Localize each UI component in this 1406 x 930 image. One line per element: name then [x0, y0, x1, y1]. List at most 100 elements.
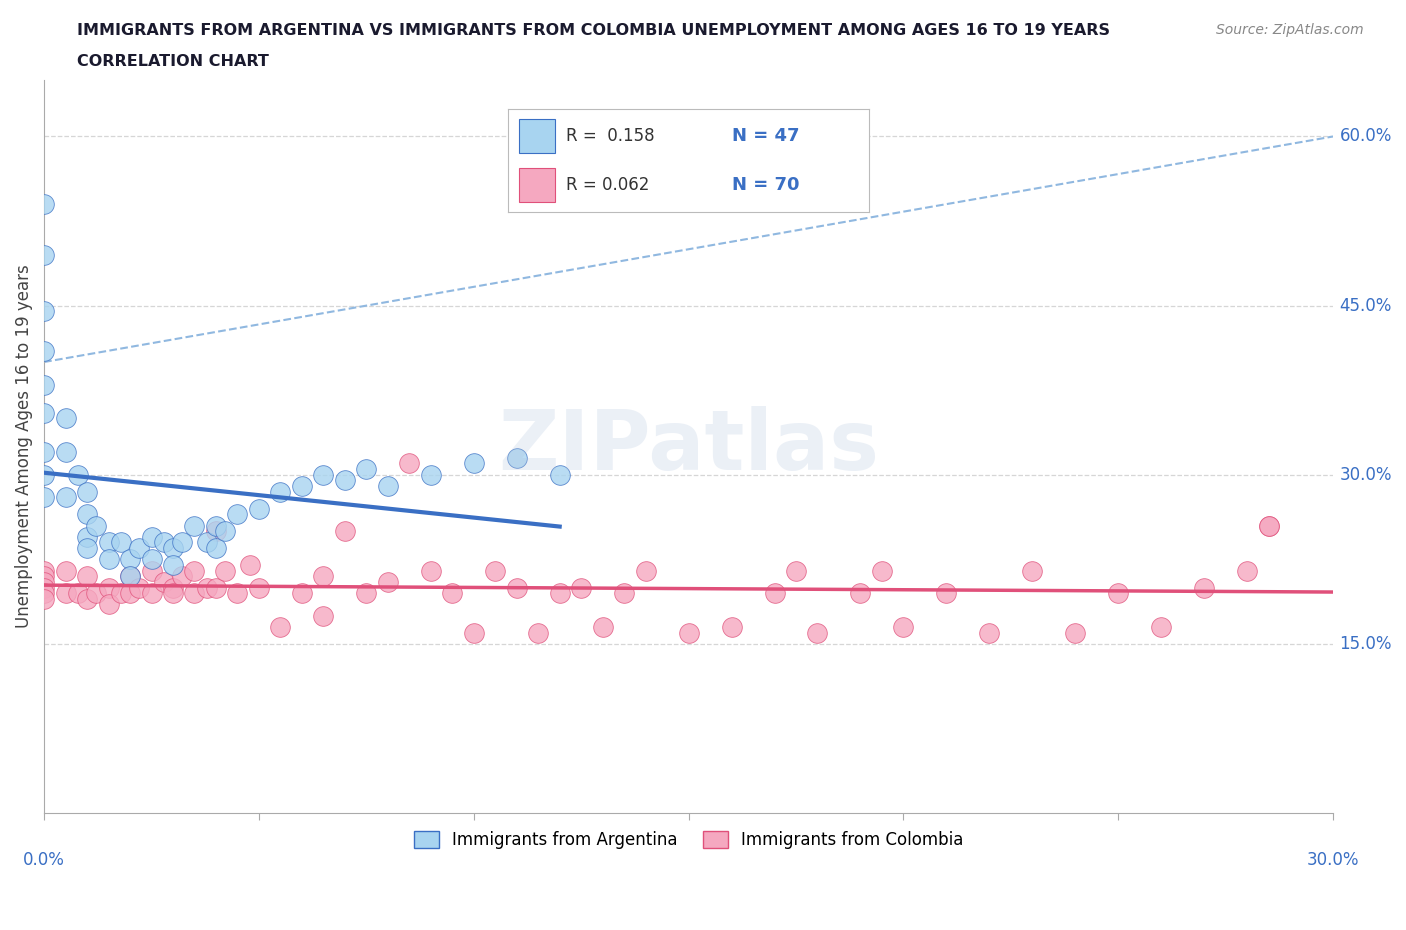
Point	[32, 343, 55, 358]
Point	[678, 625, 700, 640]
Point	[935, 586, 957, 601]
Point	[32, 586, 55, 601]
Point	[76, 540, 98, 555]
Point	[76, 507, 98, 522]
Point	[205, 518, 228, 533]
Point	[32, 197, 55, 212]
Point	[32, 591, 55, 606]
Point	[312, 569, 335, 584]
Point	[97, 535, 120, 550]
Point	[548, 467, 571, 482]
Point	[162, 557, 184, 572]
Point	[32, 569, 55, 584]
Point	[634, 564, 657, 578]
Point	[32, 580, 55, 595]
Point	[312, 467, 335, 482]
Point	[110, 535, 132, 550]
Point	[162, 580, 184, 595]
Point	[1192, 580, 1215, 595]
Point	[269, 485, 291, 499]
Point	[1064, 625, 1087, 640]
Point	[55, 411, 77, 426]
Point	[67, 586, 90, 601]
Point	[1236, 564, 1258, 578]
Point	[32, 377, 55, 392]
Point	[333, 524, 356, 538]
Point	[214, 564, 236, 578]
Point	[183, 586, 205, 601]
Text: CORRELATION CHART: CORRELATION CHART	[77, 54, 269, 69]
Text: 15.0%: 15.0%	[1340, 635, 1392, 653]
Point	[356, 461, 378, 476]
Point	[506, 580, 529, 595]
Point	[1150, 619, 1173, 634]
Point	[76, 485, 98, 499]
Point	[463, 625, 485, 640]
Text: ZIPatlas: ZIPatlas	[498, 406, 879, 487]
Point	[356, 586, 378, 601]
Text: 60.0%: 60.0%	[1340, 127, 1392, 145]
Point	[153, 575, 176, 590]
Point	[484, 564, 506, 578]
Point	[141, 529, 163, 544]
Point	[419, 564, 441, 578]
Point	[55, 586, 77, 601]
Point	[84, 518, 107, 533]
Point	[1107, 586, 1129, 601]
Point	[141, 564, 163, 578]
Point	[569, 580, 592, 595]
Point	[32, 564, 55, 578]
Point	[128, 540, 150, 555]
Point	[141, 586, 163, 601]
Point	[463, 456, 485, 471]
Point	[398, 456, 420, 471]
Y-axis label: Unemployment Among Ages 16 to 19 years: Unemployment Among Ages 16 to 19 years	[15, 265, 32, 629]
Point	[170, 535, 193, 550]
Point	[55, 490, 77, 505]
Point	[183, 564, 205, 578]
Point	[32, 575, 55, 590]
Point	[118, 569, 141, 584]
Point	[1257, 518, 1279, 533]
Point	[97, 551, 120, 566]
Point	[141, 551, 163, 566]
Point	[195, 535, 218, 550]
Point	[118, 551, 141, 566]
Point	[205, 580, 228, 595]
Point	[84, 586, 107, 601]
Point	[32, 247, 55, 262]
Point	[377, 479, 399, 494]
Legend: Immigrants from Argentina, Immigrants from Colombia: Immigrants from Argentina, Immigrants fr…	[408, 825, 970, 856]
Point	[806, 625, 828, 640]
Point	[527, 625, 550, 640]
Point	[32, 304, 55, 319]
Point	[312, 608, 335, 623]
Point	[849, 586, 872, 601]
Point	[1021, 564, 1043, 578]
Point	[195, 580, 218, 595]
Point	[333, 473, 356, 488]
Point	[205, 524, 228, 538]
Point	[170, 569, 193, 584]
Point	[205, 540, 228, 555]
Point	[32, 405, 55, 420]
Point	[893, 619, 915, 634]
Point	[592, 619, 614, 634]
Point	[118, 569, 141, 584]
Text: 30.0%: 30.0%	[1340, 466, 1392, 484]
Point	[214, 524, 236, 538]
Point	[226, 586, 249, 601]
Point	[183, 518, 205, 533]
Point	[419, 467, 441, 482]
Point	[441, 586, 464, 601]
Point	[506, 450, 529, 465]
Point	[291, 479, 314, 494]
Point	[32, 467, 55, 482]
Point	[247, 580, 270, 595]
Text: 45.0%: 45.0%	[1340, 297, 1392, 314]
Point	[110, 586, 132, 601]
Point	[97, 597, 120, 612]
Point	[291, 586, 314, 601]
Point	[785, 564, 807, 578]
Point	[55, 445, 77, 459]
